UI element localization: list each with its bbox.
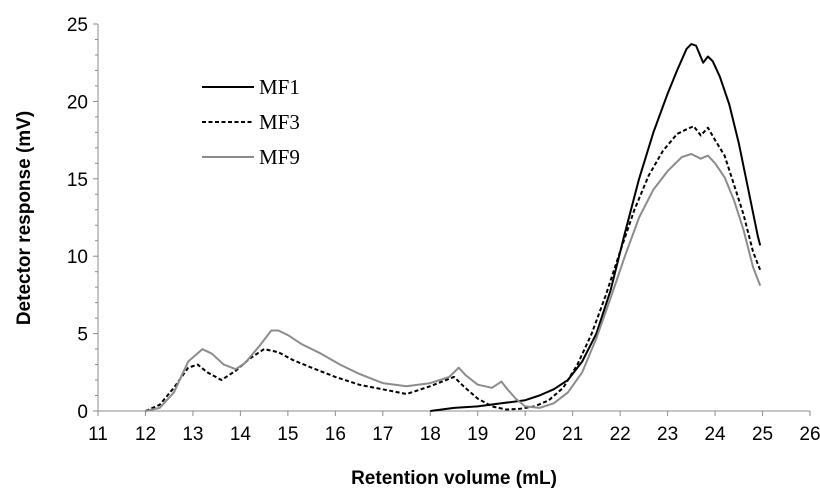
x-tick-label: 15 [277, 424, 298, 445]
x-tick-label: 24 [704, 424, 726, 445]
y-tick-label: 25 [67, 15, 88, 36]
x-ticks: 11 12 13 14 15 16 17 18 19 20 21 22 23 24 25 26 [88, 411, 820, 445]
y-axis-title: Detector response (mV) [14, 111, 35, 325]
x-tick-label: 17 [372, 424, 393, 445]
legend-label-mf1: MF1 [259, 75, 300, 99]
x-tick-label: 22 [610, 424, 631, 445]
x-tick-label: 20 [515, 424, 536, 445]
y-tick-label: 5 [77, 325, 88, 346]
x-tick-label: 19 [467, 424, 488, 445]
x-tick-label: 23 [657, 424, 678, 445]
x-tick-label: 21 [562, 424, 583, 445]
series-line-mf1 [430, 43, 762, 412]
x-tick-label: 18 [420, 424, 441, 445]
series-line-mf9 [145, 153, 762, 412]
x-tick-label: 25 [752, 424, 773, 445]
x-axis-title: Retention volume (mL) [351, 468, 557, 489]
x-tick-label: 12 [135, 424, 156, 445]
x-tick-label: 16 [325, 424, 346, 445]
series-layer [145, 43, 762, 412]
legend: MF1 MF3 MF9 [202, 75, 300, 169]
x-tick-label: 26 [799, 424, 820, 445]
y-tick-label: 10 [67, 247, 88, 268]
x-tick-label: 14 [230, 424, 252, 445]
legend-label-mf9: MF9 [259, 145, 300, 169]
plot-area: 0 5 10 15 20 25 11 12 13 14 15 16 17 18 19 20 21 22 23 24 2… [67, 15, 820, 445]
y-ticks: 0 5 10 15 20 25 [67, 15, 98, 423]
legend-label-mf3: MF3 [259, 110, 300, 134]
x-tick-label: 13 [182, 424, 203, 445]
y-tick-label: 0 [77, 402, 88, 423]
y-tick-label: 15 [67, 170, 88, 191]
y-tick-label: 20 [67, 92, 88, 113]
x-tick-label: 11 [88, 424, 108, 445]
